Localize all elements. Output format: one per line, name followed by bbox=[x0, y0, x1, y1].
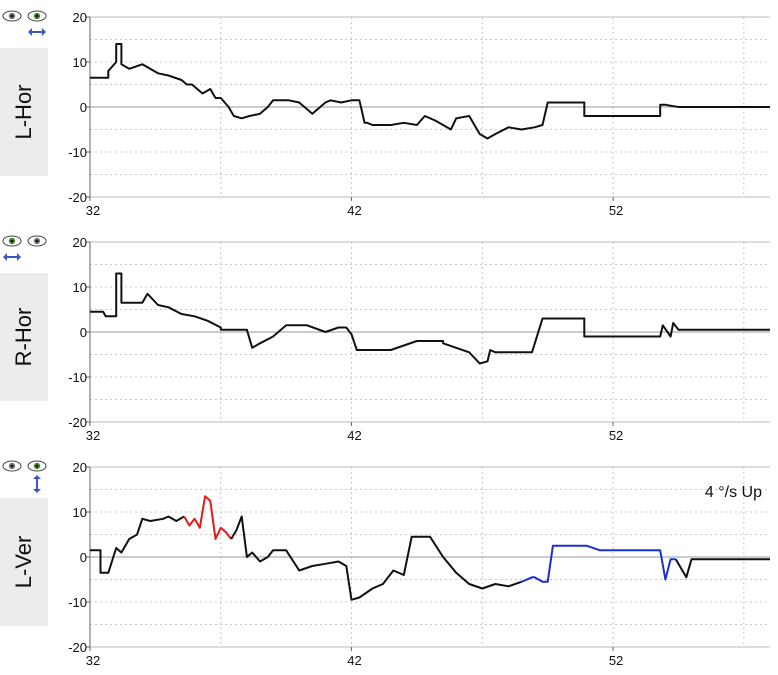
velocity-annotation: 4 °/s Up bbox=[705, 484, 762, 501]
panel-l-hor: L-Hor 20 10 0 -10 -20 32 42 52 bbox=[0, 0, 778, 225]
y-tick-label: -10 bbox=[68, 145, 87, 160]
y-tick-label: 10 bbox=[73, 505, 87, 520]
series-line bbox=[90, 272, 770, 365]
series-line bbox=[674, 558, 770, 579]
series-line bbox=[183, 495, 232, 540]
y-tick-label: -20 bbox=[68, 640, 87, 655]
panel-label-box: L-Hor bbox=[0, 48, 48, 176]
y-tick-label: 20 bbox=[73, 235, 87, 250]
eye-icon bbox=[27, 460, 47, 472]
y-tick-label: 0 bbox=[80, 550, 87, 565]
eye-icon bbox=[27, 235, 47, 247]
eye-selector[interactable] bbox=[2, 4, 48, 44]
eye-selector[interactable] bbox=[2, 454, 48, 494]
x-tick-label: 52 bbox=[609, 203, 623, 218]
x-tick-label: 32 bbox=[86, 653, 100, 668]
series-line bbox=[230, 515, 522, 601]
series-line bbox=[90, 43, 770, 140]
eye-icon bbox=[2, 10, 22, 22]
y-tick-label: -10 bbox=[68, 595, 87, 610]
series-line bbox=[521, 544, 676, 583]
eye-icon bbox=[2, 235, 22, 247]
x-tick-label: 42 bbox=[347, 653, 361, 668]
y-tick-label: -20 bbox=[68, 190, 87, 205]
horizontal-arrow-icon bbox=[3, 253, 21, 261]
series-line bbox=[90, 515, 185, 574]
y-tick-label: 10 bbox=[73, 280, 87, 295]
y-tick-label: -20 bbox=[68, 415, 87, 430]
y-tick-label: 0 bbox=[80, 325, 87, 340]
vertical-arrow-icon bbox=[33, 475, 41, 493]
y-tick-label: 0 bbox=[80, 100, 87, 115]
eye-selector[interactable] bbox=[2, 229, 48, 269]
panel-label-box: L-Ver bbox=[0, 498, 48, 626]
x-tick-label: 42 bbox=[347, 428, 361, 443]
panel-label-box: R-Hor bbox=[0, 273, 48, 401]
panel-l-ver: L-Ver 20 10 0 -10 -20 32 42 52 4 °/s Up bbox=[0, 450, 778, 675]
y-tick-label: 10 bbox=[73, 55, 87, 70]
x-tick-label: 32 bbox=[86, 203, 100, 218]
horizontal-arrow-icon bbox=[28, 28, 46, 36]
y-tick-label: 20 bbox=[73, 460, 87, 475]
panel-r-hor: R-Hor 20 10 0 -10 -20 32 42 52 bbox=[0, 225, 778, 450]
x-tick-label: 32 bbox=[86, 428, 100, 443]
x-tick-label: 52 bbox=[609, 653, 623, 668]
eye-icon bbox=[27, 10, 47, 22]
y-tick-label: -10 bbox=[68, 370, 87, 385]
x-tick-label: 52 bbox=[609, 428, 623, 443]
x-tick-label: 42 bbox=[347, 203, 361, 218]
y-tick-label: 20 bbox=[73, 10, 87, 25]
eye-icon bbox=[2, 460, 22, 472]
